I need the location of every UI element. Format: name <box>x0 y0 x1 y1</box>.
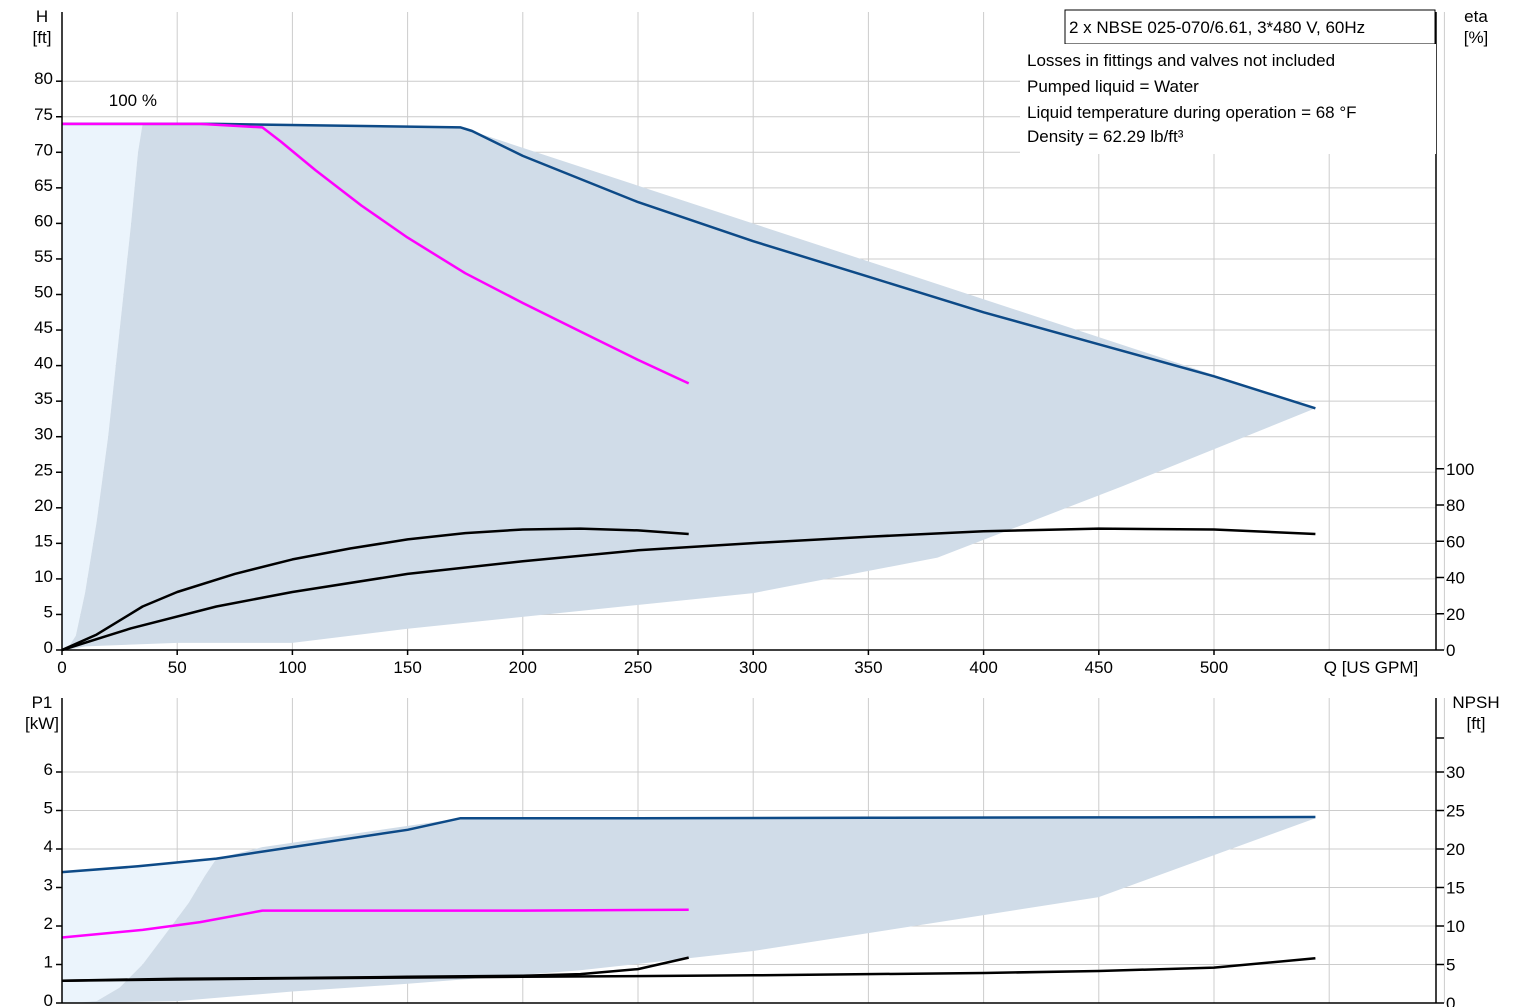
x-tick-label: 200 <box>509 658 537 677</box>
y-tick-label: 3 <box>44 876 53 895</box>
y2-tick-label: 80 <box>1446 496 1465 515</box>
y2-tick-label: 20 <box>1446 605 1465 624</box>
y2-tick-label: 40 <box>1446 569 1465 588</box>
y-tick-label: 55 <box>34 247 53 266</box>
info-box-note: Pumped liquid = Water <box>1027 77 1199 96</box>
y2-axis-label-unit: [ft] <box>1467 714 1486 733</box>
y2-tick-label: 15 <box>1446 879 1465 898</box>
x-tick-label: 150 <box>393 658 421 677</box>
info-box-notes-background <box>1020 44 1436 154</box>
y-tick-label: 6 <box>44 760 53 779</box>
x-tick-label: 50 <box>168 658 187 677</box>
x-axis-label: Q [US GPM] <box>1324 658 1418 677</box>
x-tick-label: 350 <box>854 658 882 677</box>
y-tick-label: 75 <box>34 105 53 124</box>
y-axis-label-unit: [kW] <box>25 714 59 733</box>
series-line-p1_single <box>61 908 689 939</box>
series-line-qh_parallel <box>62 122 1316 410</box>
series-line-npsh_parallel <box>61 957 1316 982</box>
series-line-eta_parallel <box>61 527 1316 652</box>
y2-tick-label: 10 <box>1446 917 1465 936</box>
y-tick-label: 40 <box>34 354 53 373</box>
annotation-label: 100 % <box>109 91 157 110</box>
y-tick-label: 45 <box>34 318 53 337</box>
y-tick-label: 80 <box>34 69 53 88</box>
y-tick-label: 25 <box>34 460 53 479</box>
series-line-eta_single <box>61 527 689 652</box>
x-tick-label: 0 <box>57 658 66 677</box>
y-tick-label: 30 <box>34 425 53 444</box>
y2-tick-label: 30 <box>1446 763 1465 782</box>
x-tick-label: 450 <box>1085 658 1113 677</box>
qh-eta-panel: 0 5 10 15 20 25 30 35 40 45 50 55 60 65 70 75 80 0 20 40 60 8… <box>33 7 1489 677</box>
y-tick-label: 1 <box>44 953 53 972</box>
series-area-envelope <box>66 123 1316 650</box>
y-tick-label: 2 <box>44 914 53 933</box>
y2-tick-label: 60 <box>1446 532 1465 551</box>
y-tick-label: 4 <box>44 837 53 856</box>
y-tick-label: 20 <box>34 496 53 515</box>
info-box-title-frame <box>1064 9 1436 45</box>
y-tick-label: 60 <box>34 211 53 230</box>
y2-tick-label: 25 <box>1446 802 1465 821</box>
y-tick-label: 35 <box>34 389 53 408</box>
info-box-note: Losses in fittings and valves not includ… <box>1027 51 1335 70</box>
y2-tick-label: 20 <box>1446 840 1465 859</box>
x-tick-label: 250 <box>624 658 652 677</box>
y-tick-label: 15 <box>34 531 53 550</box>
x-tick-label: 100 <box>278 658 306 677</box>
info-box: 2 x NBSE 025-070/6.61, 3*480 V, 60Hz Los… <box>1020 9 1436 154</box>
info-box-note: Liquid temperature during operation = 68… <box>1027 103 1357 122</box>
y-axis-label: H <box>36 7 48 26</box>
y2-tick-label: 100 <box>1446 460 1474 479</box>
y2-axis-label: eta <box>1464 7 1488 26</box>
y-axis-label: P1 <box>32 693 53 712</box>
y-tick-label: 70 <box>34 140 53 159</box>
y2-tick-label: 0 <box>1446 641 1455 660</box>
y-tick-label: 10 <box>34 567 53 586</box>
y2-axis-label-unit: [%] <box>1464 28 1489 47</box>
x-tick-label: 500 <box>1200 658 1228 677</box>
y-tick-label: 5 <box>44 602 53 621</box>
y2-axis-label: NPSH <box>1452 693 1499 712</box>
y-tick-label: 50 <box>34 283 53 302</box>
info-box-title: 2 x NBSE 025-070/6.61, 3*480 V, 60Hz <box>1069 18 1365 37</box>
x-tick-label: 400 <box>969 658 997 677</box>
y-tick-label: 0 <box>44 638 53 657</box>
x-tick-label: 300 <box>739 658 767 677</box>
series-area-envelope <box>73 818 1316 1003</box>
y-tick-label: 5 <box>44 799 53 818</box>
y2-tick-label: 5 <box>1446 956 1455 975</box>
series-line-p1_parallel <box>61 815 1316 874</box>
y2-tick-label: 0 <box>1446 994 1455 1007</box>
info-box-note: Density = 62.29 lb/ft³ <box>1027 127 1184 146</box>
power-npsh-panel: 0 1 2 3 4 5 6 0 5 10 15 20 25 30 P1 [kW] NPSH [ft] <box>25 693 1500 1007</box>
series-line-qh_single <box>62 122 690 385</box>
y-tick-label: 65 <box>34 176 53 195</box>
y-tick-label: 0 <box>44 991 53 1007</box>
series-area-envelope_light <box>62 123 143 650</box>
y-axis-label-unit: [ft] <box>33 28 52 47</box>
